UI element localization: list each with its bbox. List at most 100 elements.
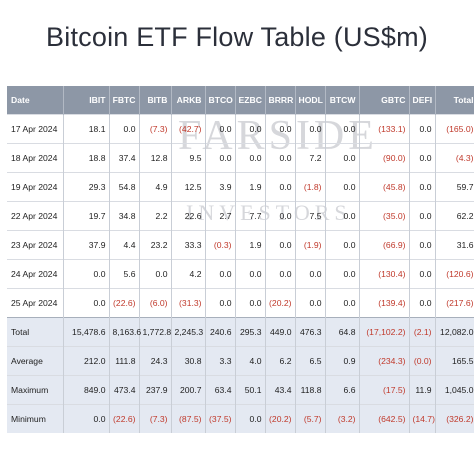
table-cell: 0.0 xyxy=(235,259,266,289)
table-cell: 0.0 xyxy=(409,230,436,260)
table-cell: 0.0 xyxy=(235,404,266,433)
table-cell: 0.0 xyxy=(325,172,360,202)
table-cell: 0.0 xyxy=(205,114,236,144)
table-cell: 0.0 xyxy=(235,114,266,144)
table-cell: 59.7 xyxy=(435,172,474,202)
table-cell: 0.0 xyxy=(139,259,172,289)
table-cell: (20.2) xyxy=(265,404,296,433)
table-cell: 0.0 xyxy=(295,259,326,289)
table-cell: 5.6 xyxy=(109,259,140,289)
column-header-brrr: BRRR xyxy=(265,86,296,115)
table-cell: 3.9 xyxy=(205,172,236,202)
column-header-btco: BTCO xyxy=(205,86,236,115)
table-cell: 31.6 xyxy=(435,230,474,260)
table-row: 24 Apr 2024 0.0 5.6 0.0 4.2 0.0 0.0 0.0 0.0 0.0 (1… xyxy=(7,259,474,289)
table-cell: 4.2 xyxy=(171,259,206,289)
summary-row: Total 15,478.6 8,163.6 1,772.8 2,245.3 240.6 2… xyxy=(7,317,474,347)
summary-row: Minimum 0.0 (22.6) (7.3) (87.5) (37.5) 0.0 (20.… xyxy=(7,404,474,433)
column-header-hodl: HODL xyxy=(295,86,326,115)
table-cell: 62.2 xyxy=(435,201,474,231)
table-cell: (1.8) xyxy=(295,172,326,202)
table-cell: 50.1 xyxy=(235,375,266,405)
table-cell: (42.7) xyxy=(171,114,206,144)
table-cell: 30.8 xyxy=(171,346,206,376)
table-cell: 237.9 xyxy=(139,375,172,405)
table-row: 25 Apr 2024 0.0 (22.6) (6.0) (31.3) 0.0 0.0 (20… xyxy=(7,288,474,318)
table-cell: 8,163.6 xyxy=(109,317,141,347)
table-cell: (87.5) xyxy=(171,404,206,433)
table-cell: 0.0 xyxy=(295,114,326,144)
table-cell: 849.0 xyxy=(63,375,110,405)
table-cell: 118.8 xyxy=(295,375,326,405)
table-cell: 476.3 xyxy=(295,317,326,347)
table-cell: (7.3) xyxy=(139,114,172,144)
table-row: 23 Apr 2024 37.9 4.4 23.2 33.3 (0.3) 1.9 0.0 (1.… xyxy=(7,230,474,260)
table-cell: 0.0 xyxy=(325,143,360,173)
table-cell: 0.0 xyxy=(109,114,140,144)
row-label: Maximum xyxy=(7,375,64,405)
table-cell: 34.8 xyxy=(109,201,140,231)
table-cell: 0.0 xyxy=(63,288,110,318)
table-cell: 0.0 xyxy=(409,288,436,318)
column-header-total: Total xyxy=(435,86,474,115)
table-cell: 4.4 xyxy=(109,230,140,260)
table-cell: 0.0 xyxy=(63,259,110,289)
table-cell: 0.0 xyxy=(325,230,360,260)
table-header-row: Date IBIT FBTC BITB ARKB BTCO EZBC BRRR HODL BTCW… xyxy=(7,86,474,115)
table-cell: 7.7 xyxy=(235,201,266,231)
table-cell: 4.0 xyxy=(235,346,266,376)
table-cell: (37.5) xyxy=(205,404,236,433)
table-cell: (133.1) xyxy=(359,114,410,144)
table-cell: 1,772.8 xyxy=(139,317,172,347)
table-cell: 6.5 xyxy=(295,346,326,376)
table-cell: 12.8 xyxy=(139,143,172,173)
table-cell: 0.0 xyxy=(409,259,436,289)
column-header-ibit: IBIT xyxy=(63,86,110,115)
table-cell: (217.6) xyxy=(435,288,474,318)
table-cell: (31.3) xyxy=(171,288,206,318)
table-cell: 165.5 xyxy=(435,346,474,376)
table-cell: (0.3) xyxy=(205,230,236,260)
table-cell: 2.2 xyxy=(139,201,172,231)
table-cell: (234.3) xyxy=(359,346,410,376)
table-cell: 6.2 xyxy=(265,346,296,376)
table-cell: 473.4 xyxy=(109,375,140,405)
column-header-bitb: BITB xyxy=(139,86,172,115)
table-cell: 29.3 xyxy=(63,172,110,202)
row-label: 23 Apr 2024 xyxy=(7,230,64,260)
table-cell: (139.4) xyxy=(359,288,410,318)
table-cell: (6.0) xyxy=(139,288,172,318)
column-header-date: Date xyxy=(7,86,64,115)
table-cell: (130.4) xyxy=(359,259,410,289)
table-cell: (45.8) xyxy=(359,172,410,202)
table-cell: 37.4 xyxy=(109,143,140,173)
table-cell: 0.0 xyxy=(235,143,266,173)
table-cell: (1.9) xyxy=(295,230,326,260)
table-cell: 9.5 xyxy=(171,143,206,173)
table-cell: 212.0 xyxy=(63,346,110,376)
row-label: 22 Apr 2024 xyxy=(7,201,64,231)
table-cell: 0.0 xyxy=(205,288,236,318)
row-label: Total xyxy=(7,317,64,347)
summary-row: Maximum 849.0 473.4 237.9 200.7 63.4 50.1 43.4 1… xyxy=(7,375,474,405)
table-cell: 0.9 xyxy=(325,346,360,376)
table-cell: 1.9 xyxy=(235,230,266,260)
table-cell: (4.3) xyxy=(435,143,474,173)
table-row: 18 Apr 2024 18.8 37.4 12.8 9.5 0.0 0.0 0.0 7.2 0.… xyxy=(7,143,474,173)
etf-flow-table: Date IBIT FBTC BITB ARKB BTCO EZBC BRRR HODL BTCW… xyxy=(7,86,474,433)
table-cell: 0.0 xyxy=(265,259,296,289)
column-header-arkb: ARKB xyxy=(171,86,206,115)
table-cell: 33.3 xyxy=(171,230,206,260)
table-cell: 2.7 xyxy=(205,201,236,231)
row-label: 19 Apr 2024 xyxy=(7,172,64,202)
table-cell: (3.2) xyxy=(325,404,360,433)
table-cell: 0.0 xyxy=(265,143,296,173)
row-label: 17 Apr 2024 xyxy=(7,114,64,144)
table-cell: 240.6 xyxy=(205,317,236,347)
table-row: 19 Apr 2024 29.3 54.8 4.9 12.5 3.9 1.9 0.0 (1.8)… xyxy=(7,172,474,202)
table-cell: 0.0 xyxy=(409,114,436,144)
table-cell: 0.0 xyxy=(409,143,436,173)
table-cell: 0.0 xyxy=(409,172,436,202)
table-cell: 54.8 xyxy=(109,172,140,202)
table-cell: 0.0 xyxy=(265,114,296,144)
